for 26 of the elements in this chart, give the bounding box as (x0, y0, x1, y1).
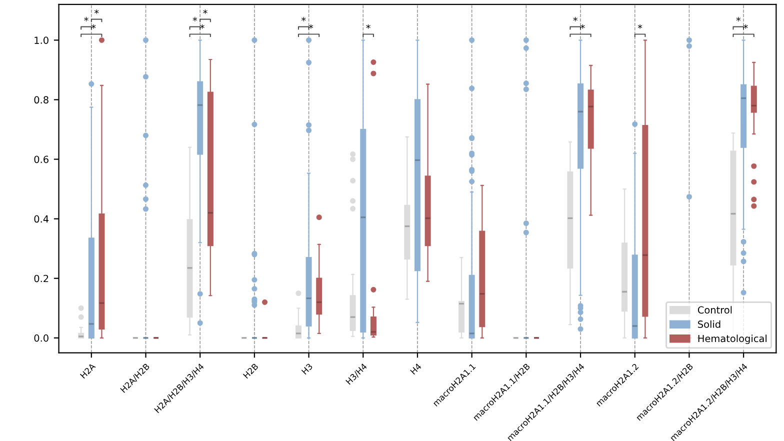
y-tick-label: 0.2 (34, 274, 48, 282)
y-tick-label: 1.0 (34, 36, 48, 44)
legend-label: Control (698, 306, 732, 314)
annotation: * (301, 16, 306, 22)
annotation: * (91, 24, 96, 29)
annotation: * (94, 9, 99, 14)
legend-label: Hematological (698, 334, 766, 344)
annotation: * (203, 9, 208, 14)
y-tick-label: 0.8 (34, 96, 48, 104)
x-tick-label: H2A (80, 362, 96, 379)
x-tick-label: H4 (410, 363, 422, 375)
y-tick-label: 0.0 (34, 334, 48, 342)
y-tick-label: 0.6 (34, 156, 48, 164)
annotation: * (366, 24, 370, 29)
annotation: * (308, 24, 314, 29)
annotation: * (736, 16, 741, 22)
annotation: * (744, 24, 748, 29)
annotation: * (84, 16, 88, 22)
annotation: * (192, 16, 198, 22)
y-tick-label: 0.4 (34, 215, 49, 223)
annotation: * (638, 24, 642, 29)
annotation: * (580, 24, 585, 29)
legend-label: Solid (698, 320, 720, 328)
x-tick-label: H3 (301, 363, 313, 375)
annotation: * (573, 16, 578, 22)
annotation: * (200, 24, 204, 29)
